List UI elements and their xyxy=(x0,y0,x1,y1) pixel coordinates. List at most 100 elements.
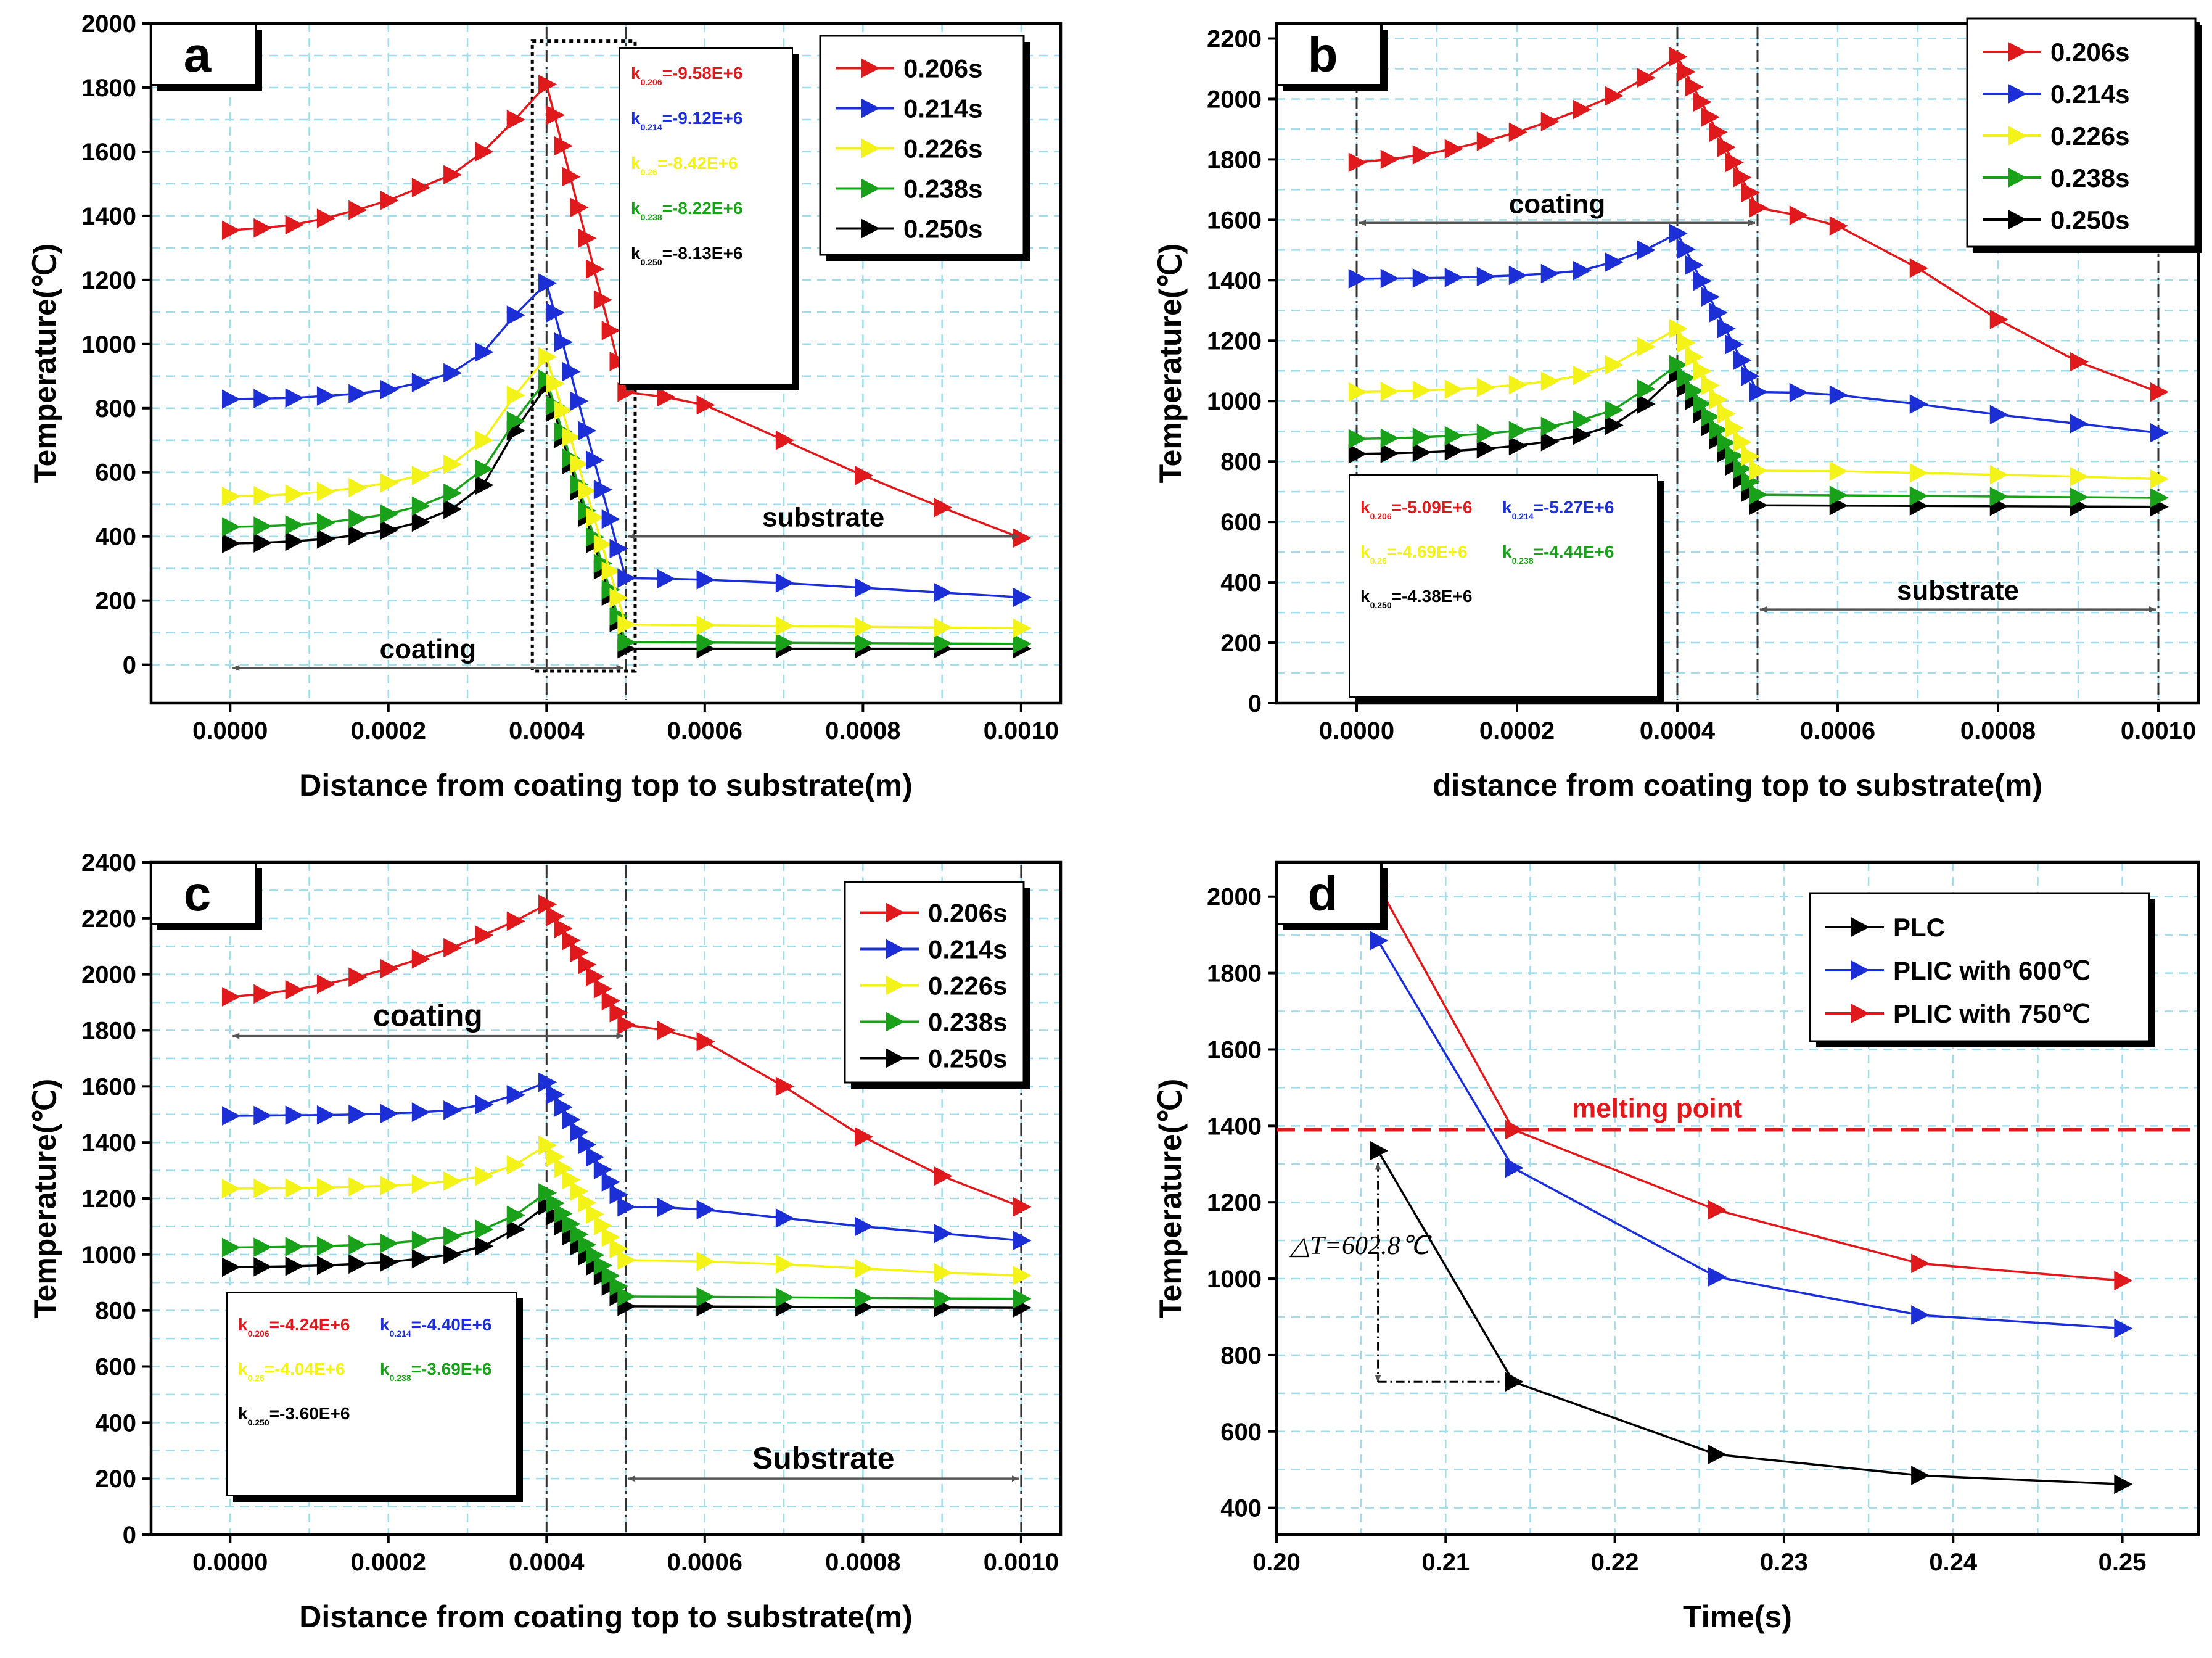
legend-item: PLC xyxy=(1825,913,1945,942)
legend-item: 0.250s xyxy=(836,215,982,244)
data-point xyxy=(316,208,335,228)
data-point xyxy=(348,525,368,545)
coating-label: coating xyxy=(373,999,483,1033)
coating-label: coating xyxy=(1509,189,1605,219)
data-point xyxy=(285,1237,304,1256)
x-tick-label: 0.21 xyxy=(1421,1549,1470,1576)
data-point xyxy=(855,1127,874,1147)
data-point xyxy=(316,482,335,501)
data-point xyxy=(411,1174,430,1194)
legend-swatch-marker xyxy=(861,218,880,239)
data-point xyxy=(1348,382,1367,402)
legend-item: 0.238s xyxy=(836,175,982,204)
data-point xyxy=(696,570,715,590)
data-point xyxy=(443,454,463,474)
data-point xyxy=(578,228,597,249)
data-point xyxy=(1412,427,1431,447)
data-point xyxy=(1709,122,1728,142)
x-tick-label: 0.24 xyxy=(1929,1549,1978,1576)
slope-number: =-4.24E+6 xyxy=(269,1315,350,1334)
y-tick-label: 1600 xyxy=(1207,1036,1262,1063)
data-point xyxy=(1637,394,1656,414)
panel-c: 0.0000 0.0002 0.0004 0.0006 0.0008 0.0010 0 200… xyxy=(28,849,1063,1634)
data-point xyxy=(475,459,494,479)
data-point xyxy=(285,388,304,408)
data-point xyxy=(316,529,335,549)
region-annotations: coating substrate xyxy=(232,503,1019,671)
y-tick-label: 0 xyxy=(123,1522,136,1549)
x-tick-label: 0.22 xyxy=(1591,1549,1639,1576)
data-point xyxy=(443,1245,463,1264)
slope-value: k0.238=-8.22E+6 xyxy=(631,199,742,222)
series-0.226s xyxy=(222,1135,1032,1285)
legend-item: 0.214s xyxy=(1983,80,2129,109)
x-tick-label: 0.0002 xyxy=(351,717,426,744)
data-point xyxy=(1573,425,1592,445)
legend-label: 0.214s xyxy=(903,94,982,123)
legend-item: 0.206s xyxy=(836,54,982,83)
data-point xyxy=(1717,403,1736,424)
data-point xyxy=(1476,131,1495,151)
legend-item: 0.226s xyxy=(860,971,1007,1000)
legend-swatch-marker xyxy=(886,1012,905,1032)
data-point xyxy=(1444,426,1463,446)
data-point xyxy=(253,1105,273,1126)
data-point xyxy=(1605,355,1624,375)
legend-swatch-marker xyxy=(886,975,905,996)
legend-swatch-marker xyxy=(886,1048,905,1068)
legend-frame xyxy=(819,35,1025,256)
data-point xyxy=(348,509,368,529)
data-point xyxy=(1444,379,1463,399)
slope-subscript: 0.206 xyxy=(1370,511,1392,521)
data-point xyxy=(554,332,573,352)
slope-k: k xyxy=(1502,498,1512,517)
data-point xyxy=(934,1166,953,1186)
slope-value: k0.26=-4.04E+6 xyxy=(238,1359,345,1383)
legend-item: 0.226s xyxy=(1983,122,2129,151)
data-point xyxy=(2070,352,2089,372)
slope-value: k0.250=-3.60E+6 xyxy=(238,1404,350,1427)
x-axis-title: Distance from coating top to substrate(m… xyxy=(299,1599,913,1634)
data-point xyxy=(2114,1318,2133,1338)
series-PLIC with 750℃ xyxy=(1370,875,2133,1290)
legend-item: 0.250s xyxy=(860,1044,1007,1073)
y-tick-label: 400 xyxy=(95,1409,136,1437)
data-point xyxy=(1013,1231,1032,1250)
series-0.206s xyxy=(222,74,1032,548)
data-point xyxy=(1637,68,1656,88)
y-axis-title: Temperature(℃) xyxy=(1153,1079,1188,1319)
data-point xyxy=(1989,487,2008,506)
data-point xyxy=(934,498,953,518)
data-point xyxy=(411,949,430,969)
legend-swatch-marker xyxy=(886,939,905,959)
legend: 0.206s 0.214s 0.226s 0.238s 0.250s xyxy=(1966,17,2202,253)
y-tick-label: 2000 xyxy=(81,962,136,989)
data-point xyxy=(1444,268,1463,287)
x-tick-label: 0.25 xyxy=(2099,1549,2147,1576)
data-point xyxy=(380,520,399,540)
data-point xyxy=(443,1100,463,1120)
x-tick-label: 0.0006 xyxy=(667,1549,742,1576)
data-point xyxy=(1789,205,1808,225)
data-point xyxy=(506,386,525,405)
series-0.206s xyxy=(1348,47,2169,402)
legend-label: PLIC with 600℃ xyxy=(1893,956,2091,985)
legend: PLC PLIC with 600℃ PLIC with 750℃ xyxy=(1809,892,2155,1047)
data-point xyxy=(1741,183,1760,203)
data-point xyxy=(1013,634,1032,654)
y-tick-label: 600 xyxy=(1220,509,1262,536)
panel-letter: b xyxy=(1308,27,1338,82)
data-point xyxy=(775,1208,794,1228)
data-point xyxy=(222,1237,241,1258)
data-point xyxy=(1508,374,1527,395)
data-point xyxy=(657,1020,676,1041)
data-point xyxy=(1573,260,1592,281)
y-axis-title: Temperature(℃) xyxy=(28,1079,62,1319)
legend-label: 0.206s xyxy=(2050,38,2129,67)
data-point xyxy=(617,1250,636,1270)
data-point xyxy=(1348,269,1367,289)
data-point xyxy=(934,633,953,654)
slope-subscript: 0.238 xyxy=(390,1373,411,1383)
data-point xyxy=(934,1223,953,1244)
x-tick-label: 0.20 xyxy=(1252,1549,1301,1576)
